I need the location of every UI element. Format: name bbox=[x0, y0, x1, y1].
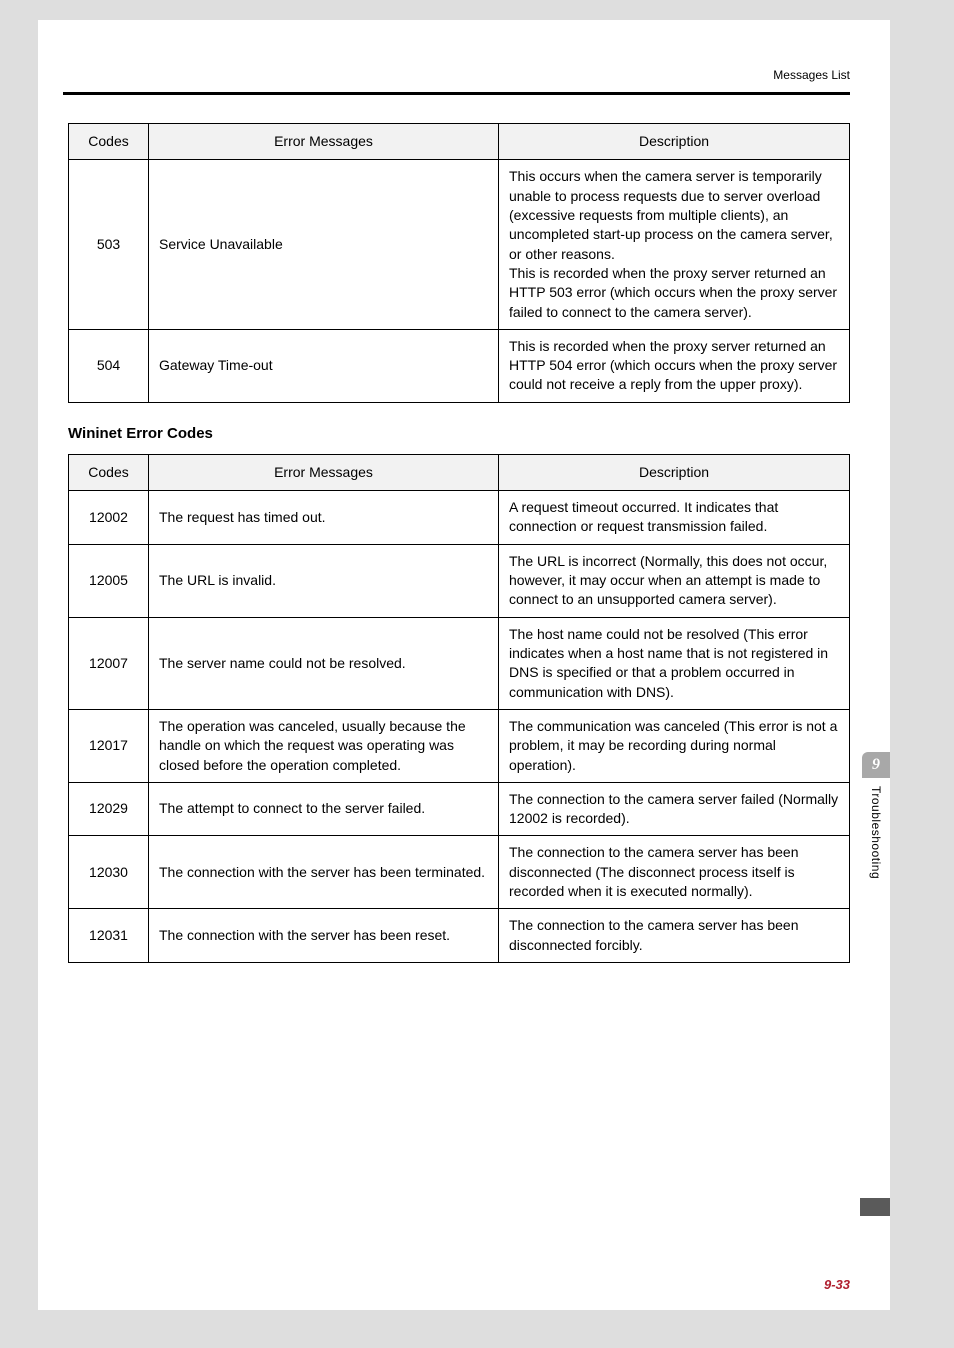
wininet-heading: Wininet Error Codes bbox=[68, 425, 850, 442]
cell-code: 12007 bbox=[69, 617, 149, 709]
cell-description: The URL is incorrect (Normally, this doe… bbox=[499, 544, 850, 617]
cell-code: 12017 bbox=[69, 709, 149, 782]
col-header-description: Description bbox=[499, 454, 850, 490]
cell-message: The request has timed out. bbox=[149, 491, 499, 545]
page-number: 9-33 bbox=[824, 1277, 850, 1292]
table-row: 12005 The URL is invalid. The URL is inc… bbox=[69, 544, 850, 617]
cell-description: The connection to the camera server has … bbox=[499, 909, 850, 963]
side-marker bbox=[860, 1198, 890, 1216]
page-content: Codes Error Messages Description 503 Ser… bbox=[38, 95, 890, 963]
cell-message: The server name could not be resolved. bbox=[149, 617, 499, 709]
cell-message: The connection with the server has been … bbox=[149, 836, 499, 909]
cell-code: 12005 bbox=[69, 544, 149, 617]
table-row: 12029 The attempt to connect to the serv… bbox=[69, 782, 850, 836]
chapter-label: Troubleshooting bbox=[869, 786, 883, 879]
table-row: 12017 The operation was canceled, usuall… bbox=[69, 709, 850, 782]
table-row: 504 Gateway Time-out This is recorded wh… bbox=[69, 329, 850, 402]
table-row: 503 Service Unavailable This occurs when… bbox=[69, 160, 850, 330]
header-section-label: Messages List bbox=[38, 68, 890, 82]
cell-code: 12002 bbox=[69, 491, 149, 545]
cell-description: The connection to the camera server fail… bbox=[499, 782, 850, 836]
cell-code: 12030 bbox=[69, 836, 149, 909]
table-row: 12007 The server name could not be resol… bbox=[69, 617, 850, 709]
table-row: 12030 The connection with the server has… bbox=[69, 836, 850, 909]
table-row: 12031 The connection with the server has… bbox=[69, 909, 850, 963]
cell-description: A request timeout occurred. It indicates… bbox=[499, 491, 850, 545]
document-page: Messages List Codes Error Messages Descr… bbox=[38, 20, 890, 1310]
col-header-messages: Error Messages bbox=[149, 124, 499, 160]
table-header-row: Codes Error Messages Description bbox=[69, 124, 850, 160]
cell-message: Service Unavailable bbox=[149, 160, 499, 330]
cell-message: The attempt to connect to the server fai… bbox=[149, 782, 499, 836]
cell-code: 12031 bbox=[69, 909, 149, 963]
cell-description: The connection to the camera server has … bbox=[499, 836, 850, 909]
chapter-tab: 9 Troubleshooting bbox=[862, 752, 890, 940]
cell-message: The operation was canceled, usually beca… bbox=[149, 709, 499, 782]
cell-description: This is recorded when the proxy server r… bbox=[499, 329, 850, 402]
cell-description: The communication was canceled (This err… bbox=[499, 709, 850, 782]
cell-code: 504 bbox=[69, 329, 149, 402]
col-header-messages: Error Messages bbox=[149, 454, 499, 490]
cell-message: Gateway Time-out bbox=[149, 329, 499, 402]
http-error-table: Codes Error Messages Description 503 Ser… bbox=[68, 123, 850, 403]
cell-code: 503 bbox=[69, 160, 149, 330]
col-header-codes: Codes bbox=[69, 124, 149, 160]
cell-code: 12029 bbox=[69, 782, 149, 836]
cell-message: The URL is invalid. bbox=[149, 544, 499, 617]
cell-description: The host name could not be resolved (Thi… bbox=[499, 617, 850, 709]
cell-description: This occurs when the camera server is te… bbox=[499, 160, 850, 330]
cell-message: The connection with the server has been … bbox=[149, 909, 499, 963]
wininet-error-table: Codes Error Messages Description 12002 T… bbox=[68, 454, 850, 963]
table-row: 12002 The request has timed out. A reque… bbox=[69, 491, 850, 545]
chapter-number-badge: 9 bbox=[862, 752, 890, 778]
table-header-row: Codes Error Messages Description bbox=[69, 454, 850, 490]
col-header-codes: Codes bbox=[69, 454, 149, 490]
col-header-description: Description bbox=[499, 124, 850, 160]
